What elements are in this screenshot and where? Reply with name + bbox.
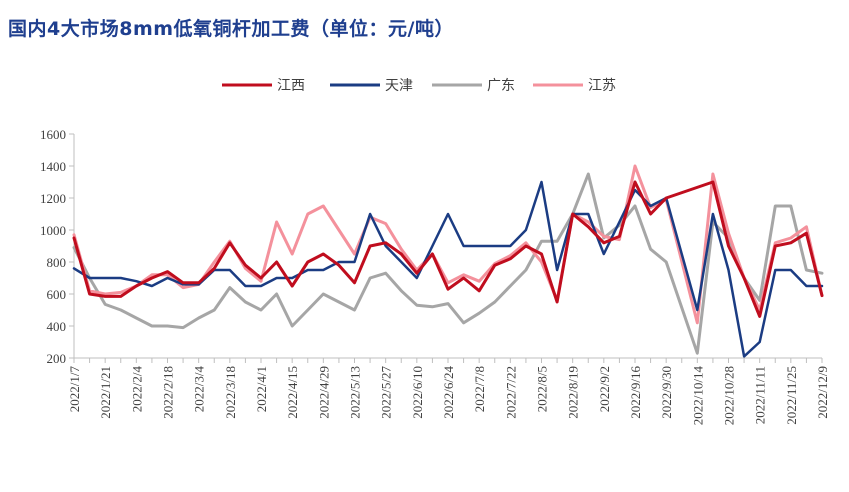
x-tick-label: 2022/5/13 (348, 366, 363, 419)
x-tick-label: 2022/8/5 (535, 366, 550, 412)
y-tick-label: 1600 (40, 127, 66, 142)
x-tick-label: 2022/7/22 (503, 366, 518, 419)
y-tick-label: 200 (47, 351, 67, 366)
x-tick-label: 2022/9/2 (597, 366, 612, 412)
x-tick-label: 2022/5/27 (379, 366, 394, 419)
x-tick-label: 2022/9/30 (659, 366, 674, 419)
x-tick-label: 2022/6/10 (410, 366, 425, 419)
legend-label: 江苏 (588, 78, 616, 94)
x-tick-label: 2022/11/25 (784, 366, 799, 425)
legend-label: 广东 (487, 78, 515, 94)
y-tick-label: 1200 (40, 191, 66, 206)
x-tick-label: 2022/9/16 (628, 366, 643, 419)
x-tick-label: 2022/4/15 (285, 366, 300, 419)
series-line-2 (72, 180, 824, 358)
x-tick-label: 2022/10/28 (722, 366, 737, 425)
x-tick-label: 2022/4/29 (316, 366, 331, 419)
y-tick-label: 600 (47, 287, 67, 302)
y-tick-label: 1000 (40, 223, 66, 238)
y-tick-label: 800 (47, 255, 67, 270)
x-tick-label: 2022/4/1 (254, 366, 269, 412)
y-tick-label: 1400 (40, 159, 66, 174)
x-tick-label: 2022/7/8 (472, 366, 487, 412)
x-tick-label: 2022/3/18 (223, 366, 238, 419)
x-tick-label: 2022/3/4 (192, 366, 207, 413)
legend-label: 天津 (385, 78, 413, 94)
series-line-3 (72, 172, 824, 355)
x-tick-label: 2022/12/9 (815, 366, 830, 419)
legend-label: 江西 (277, 78, 305, 94)
series-layer (72, 164, 824, 358)
chart-title: 国内4大市场8mm低氧铜杆加工费（单位：元/吨） (8, 18, 454, 40)
x-tick-label: 2022/1/21 (98, 366, 113, 419)
x-tick-label: 2022/1/7 (67, 366, 82, 413)
x-tick-label: 2022/2/18 (161, 366, 176, 419)
series-line-1 (72, 180, 824, 318)
x-tick-label: 2022/10/14 (690, 366, 705, 426)
legend: 江西 天津 广东 江苏 (222, 78, 616, 94)
x-tick-label: 2022/6/24 (441, 366, 456, 419)
x-tick-label: 2022/11/11 (753, 366, 768, 424)
axes: 200 400 600 800 1000 1200 1400 1600 2022/1/7 2022… (40, 127, 830, 425)
x-tick-label: 2022/2/4 (129, 366, 144, 413)
y-tick-label: 400 (47, 319, 67, 334)
x-tick-label: 2022/8/19 (566, 366, 581, 419)
